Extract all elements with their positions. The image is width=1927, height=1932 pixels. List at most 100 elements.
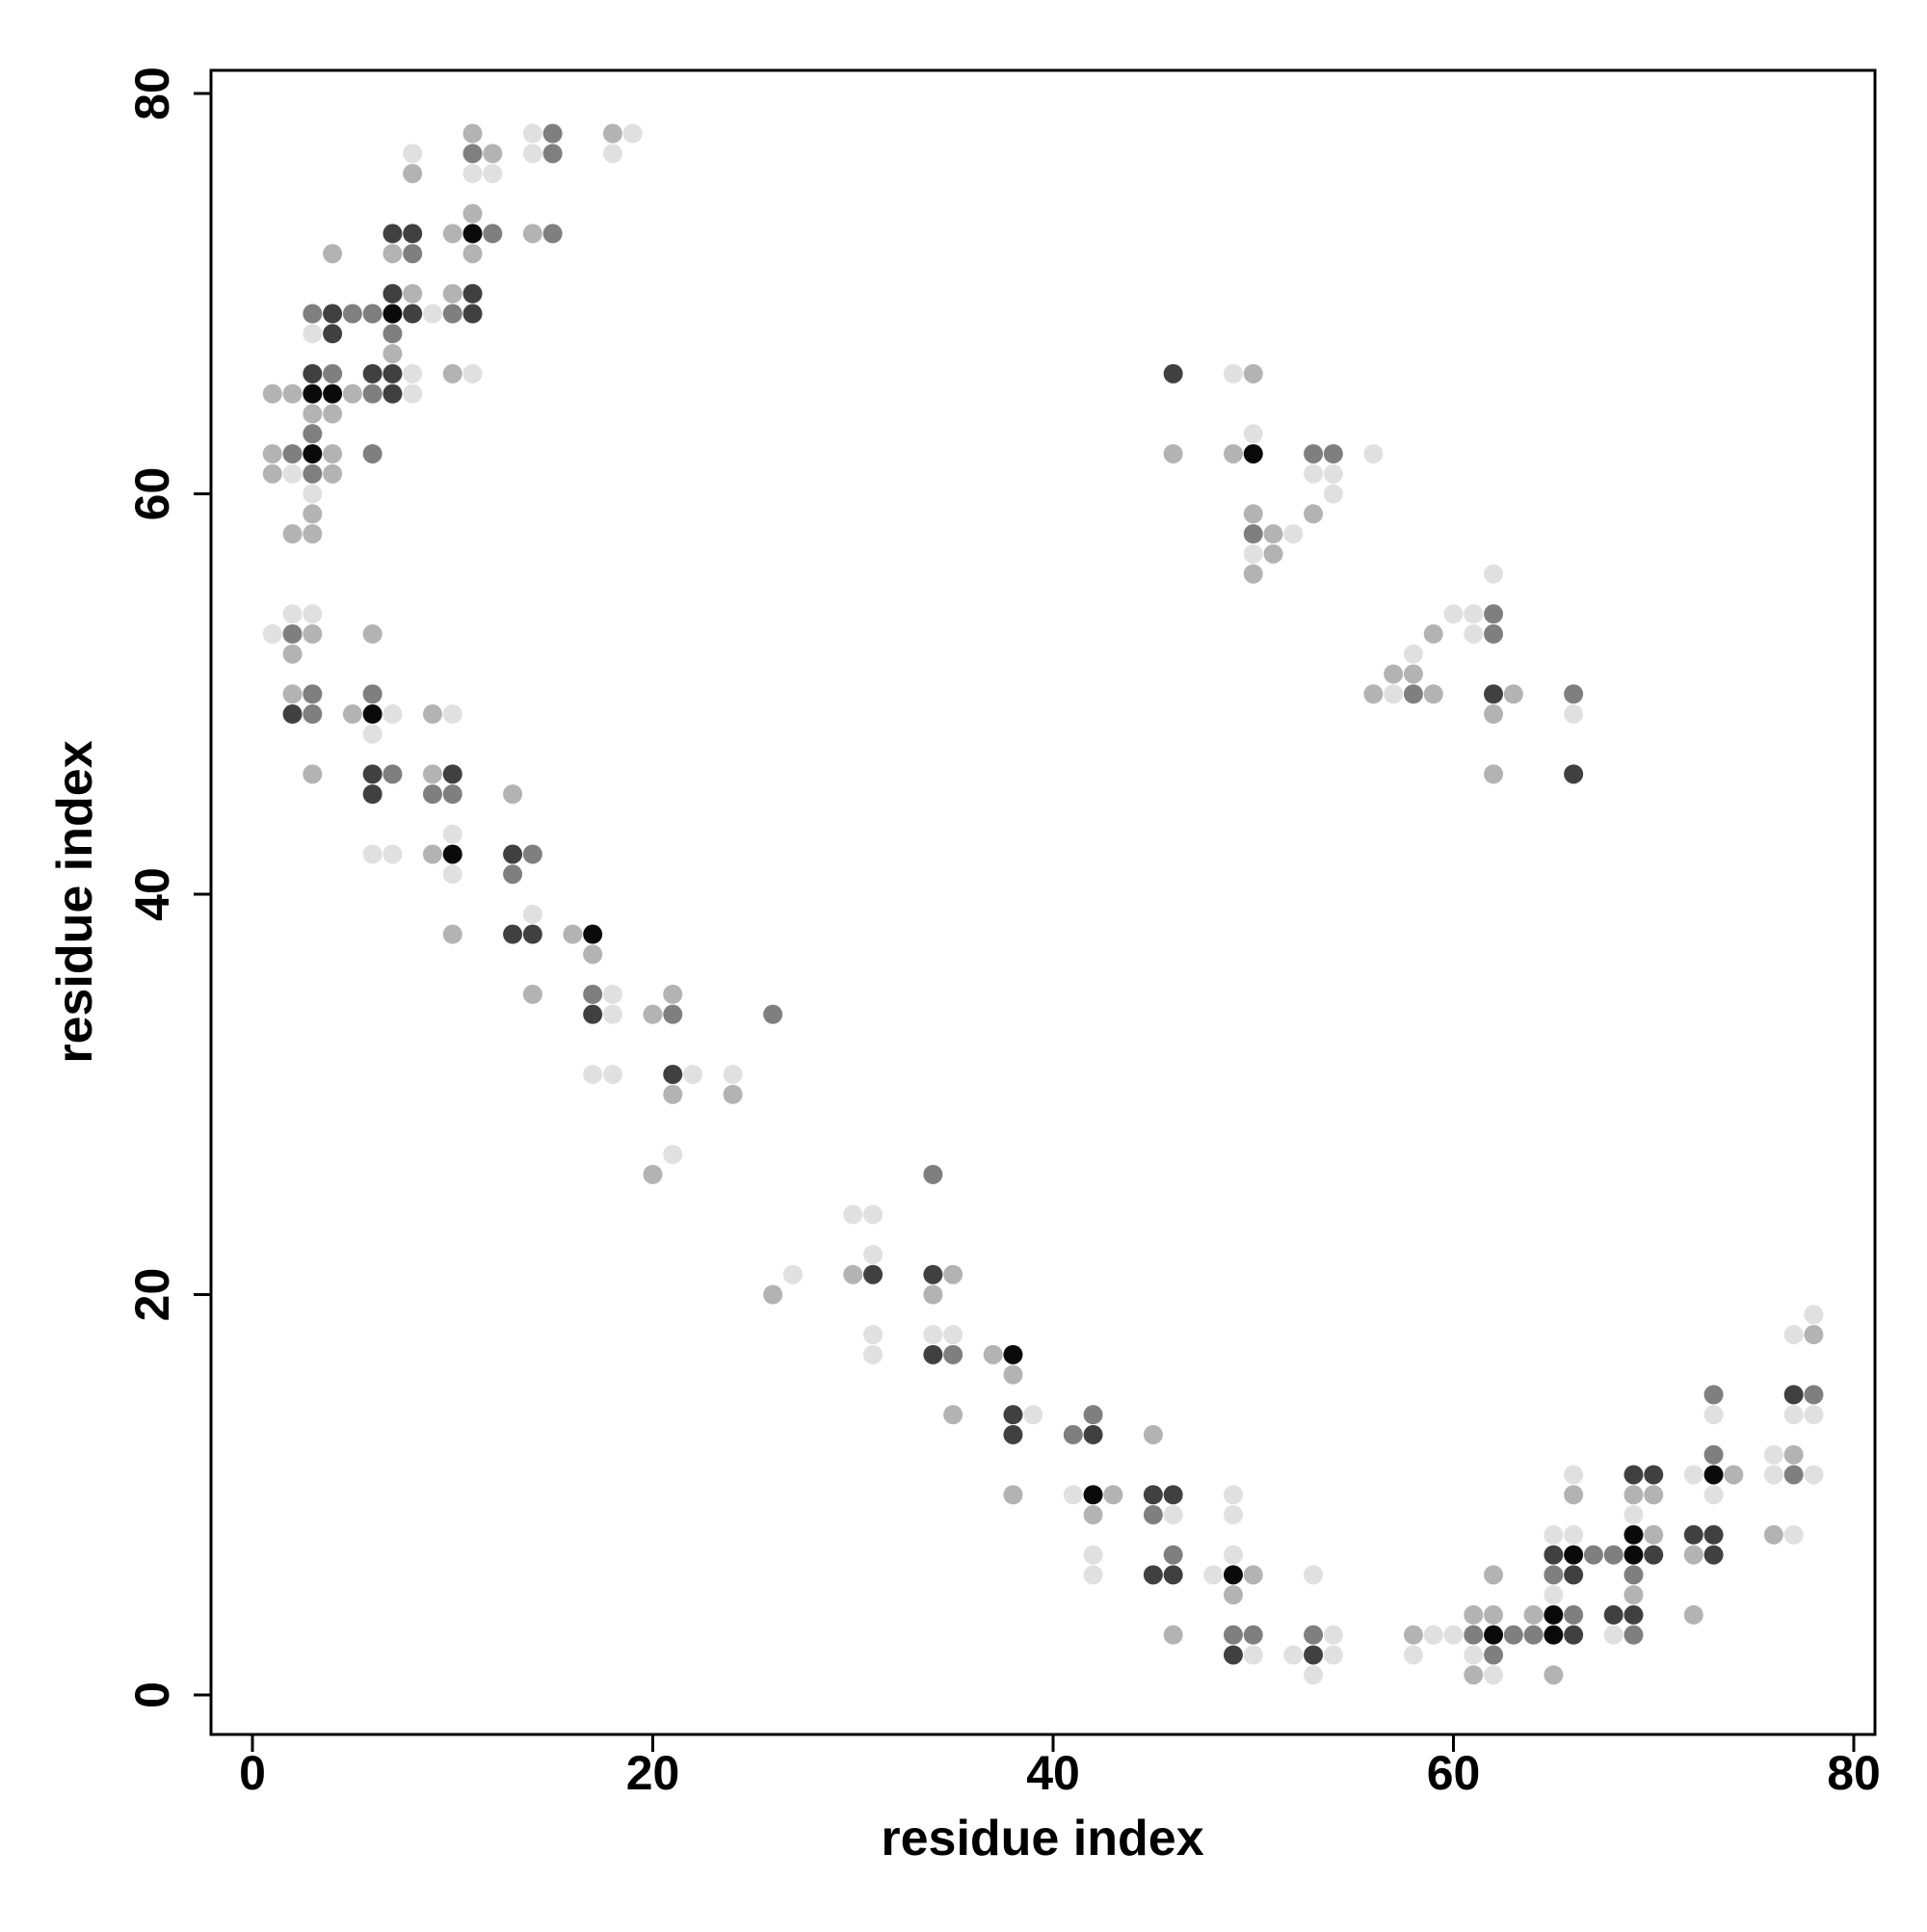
contact-point — [442, 784, 462, 805]
contact-point — [1304, 1645, 1324, 1665]
contact-point — [403, 384, 423, 404]
contact-point — [1583, 1545, 1603, 1565]
contact-point — [303, 443, 323, 463]
contact-point — [383, 324, 403, 344]
contact-point — [442, 824, 462, 844]
contact-point — [442, 764, 462, 784]
contact-point — [442, 924, 462, 944]
contact-point — [1363, 443, 1384, 463]
contact-point — [282, 704, 303, 725]
contact-point — [1544, 1604, 1564, 1625]
x-tick-label: 80 — [1827, 1746, 1881, 1800]
contact-point — [383, 244, 403, 264]
contact-point — [1564, 704, 1584, 725]
contact-point — [522, 984, 542, 1004]
contact-point — [602, 984, 622, 1004]
contact-point — [1564, 1465, 1584, 1485]
contact-point — [1223, 363, 1243, 384]
contact-point — [1484, 1625, 1504, 1645]
contact-point — [462, 203, 483, 224]
contact-point — [383, 764, 403, 784]
contact-point — [1464, 1665, 1484, 1685]
contact-point — [943, 1344, 964, 1364]
contact-point — [1223, 1485, 1243, 1505]
contact-point — [583, 944, 603, 965]
contact-point — [1243, 443, 1263, 463]
contact-point — [323, 324, 343, 344]
contact-point — [1323, 484, 1343, 504]
contact-point — [1484, 764, 1504, 784]
contact-point — [583, 924, 603, 944]
contact-point — [723, 1084, 743, 1104]
contact-point — [522, 144, 542, 164]
contact-point — [583, 1064, 603, 1084]
contact-point — [1263, 543, 1283, 564]
contact-point — [602, 123, 622, 144]
contact-point — [362, 623, 383, 644]
contact-point — [503, 864, 523, 885]
contact-point — [323, 463, 343, 484]
contact-point — [483, 144, 503, 164]
contact-point — [1223, 1565, 1243, 1585]
contact-point — [462, 144, 483, 164]
contact-point — [663, 1145, 683, 1165]
contact-point — [282, 384, 303, 404]
contact-point — [303, 704, 323, 725]
y-tick-label: 40 — [125, 867, 179, 921]
contact-point — [1163, 1625, 1183, 1645]
contact-point — [442, 704, 462, 725]
contact-point — [1603, 1604, 1623, 1625]
contact-point — [1403, 1625, 1423, 1645]
contact-point — [643, 1164, 663, 1184]
contact-point — [542, 144, 563, 164]
contact-point — [383, 344, 403, 364]
contact-point — [1783, 1444, 1804, 1465]
y-tick-label: 60 — [125, 467, 179, 521]
contact-point — [1544, 1665, 1564, 1685]
contact-point — [1503, 1625, 1523, 1645]
contact-point — [403, 144, 423, 164]
contact-point — [1223, 1505, 1243, 1525]
contact-point — [362, 844, 383, 864]
contact-point — [1763, 1465, 1783, 1485]
contact-point — [1464, 623, 1484, 644]
contact-point — [1083, 1565, 1103, 1585]
contact-point — [1683, 1465, 1703, 1485]
contact-point — [1564, 1625, 1584, 1645]
contact-point — [1644, 1545, 1664, 1565]
contact-point — [1443, 1625, 1464, 1645]
contact-point — [1683, 1524, 1703, 1545]
contact-point — [1083, 1485, 1103, 1505]
contact-point — [362, 384, 383, 404]
contact-point — [1783, 1465, 1804, 1485]
contact-point — [943, 1325, 964, 1345]
contact-point — [262, 443, 282, 463]
contact-point — [1223, 1585, 1243, 1605]
contact-point — [383, 304, 403, 324]
contact-point — [1564, 764, 1584, 784]
x-tick-label: 40 — [1026, 1746, 1080, 1800]
contact-point — [1423, 623, 1443, 644]
contact-point — [1623, 1505, 1644, 1525]
contact-point — [1783, 1385, 1804, 1405]
contact-point — [542, 123, 563, 144]
contact-point — [1403, 664, 1423, 684]
contact-point — [442, 864, 462, 885]
contact-point — [863, 1325, 884, 1345]
contact-point — [303, 484, 323, 504]
y-tick-label: 20 — [125, 1268, 179, 1322]
contact-point — [663, 1064, 683, 1084]
contact-point — [1804, 1465, 1824, 1485]
contact-point — [1243, 1645, 1263, 1665]
contact-point — [1484, 1565, 1504, 1585]
contact-point — [1544, 1545, 1564, 1565]
contact-point — [1804, 1385, 1824, 1405]
contact-point — [1644, 1465, 1664, 1485]
contact-point — [1003, 1485, 1023, 1505]
contact-point — [403, 363, 423, 384]
contact-point — [1783, 1405, 1804, 1425]
y-axis-title: residue index — [47, 740, 103, 1063]
contact-point — [723, 1064, 743, 1084]
contact-point — [1023, 1405, 1043, 1425]
contact-point — [303, 504, 323, 524]
